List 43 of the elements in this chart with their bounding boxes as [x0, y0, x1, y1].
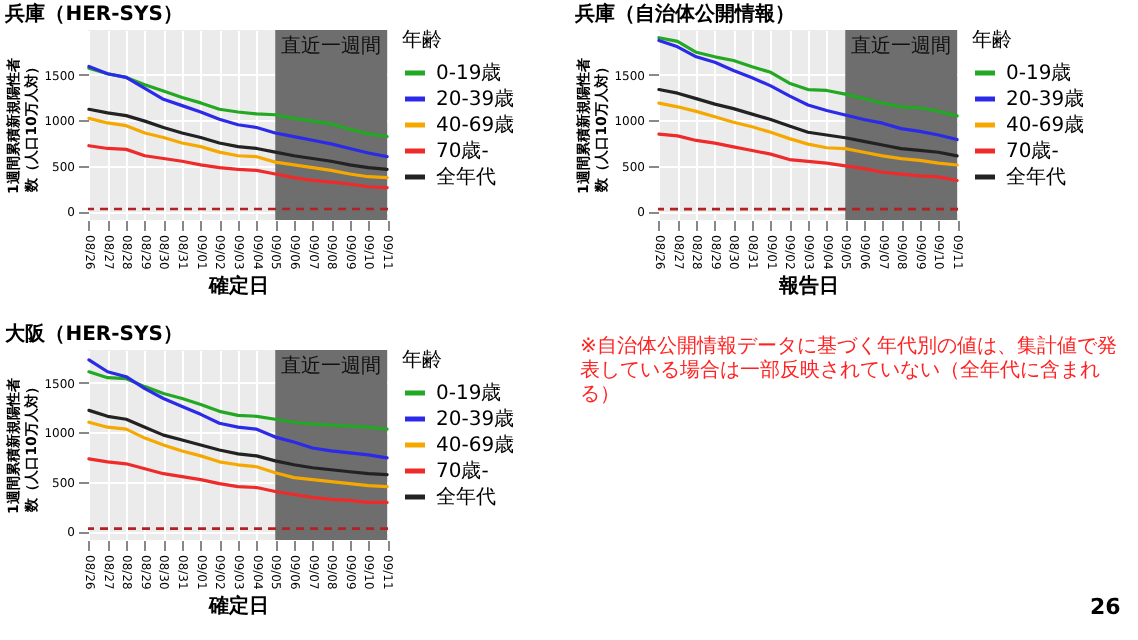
line-series [87, 358, 389, 460]
line-series [657, 36, 959, 118]
legend-title: 年齢 [402, 28, 442, 52]
text: ※自治体公開情報データに基づく年代別の値は、集計値で発表している場合は一部反映されていない（全年代に含まれる） [580, 336, 1119, 408]
line-series [87, 116, 389, 180]
line-series [657, 87, 959, 158]
line-series [657, 101, 959, 167]
x-axis-title: 確定日 [207, 273, 269, 298]
line-series [87, 66, 389, 139]
x-axis-title: 確定日 [207, 593, 269, 618]
chart-title: 兵庫（HER-SYS） [3, 2, 183, 26]
text: 26 [1090, 594, 1123, 620]
band-label: 直近一週間 [281, 354, 382, 378]
line-series [87, 408, 389, 477]
legend-label: 20-39歳 [436, 407, 515, 431]
legend-label: 0-19歳 [436, 381, 502, 405]
legend-label: 全年代 [436, 485, 496, 509]
legend-label: 70歳- [1006, 139, 1060, 163]
legend-label: 40-69歳 [436, 113, 515, 137]
legend-label: 70歳- [436, 139, 490, 163]
x-axis-title: 報告日 [777, 273, 839, 298]
legend-title: 年齢 [402, 348, 442, 372]
legend-label: 20-39歳 [436, 87, 515, 111]
legend-label: 0-19歳 [1006, 61, 1072, 85]
chart-title: 大阪（HER-SYS） [3, 322, 183, 346]
line-series [657, 38, 959, 142]
legend-title: 年齢 [972, 28, 1012, 52]
line-series [87, 420, 389, 489]
legend-label: 0-19歳 [436, 61, 502, 85]
line-series [87, 64, 389, 159]
chart-title: 兵庫（自治体公開情報） [573, 2, 796, 26]
line-series [657, 132, 959, 183]
line-series [87, 107, 389, 172]
legend-label: 全年代 [436, 165, 496, 189]
band-label: 直近一週間 [281, 34, 382, 58]
legend-label: 40-69歳 [1006, 113, 1085, 137]
legend-label: 全年代 [1006, 165, 1066, 189]
legend-label: 20-39歳 [1006, 87, 1085, 111]
legend-label: 70歳- [436, 459, 490, 483]
line-series [87, 457, 389, 504]
legend-label: 40-69歳 [436, 433, 515, 457]
band-label: 直近一週間 [851, 34, 952, 58]
line-series [87, 144, 389, 190]
